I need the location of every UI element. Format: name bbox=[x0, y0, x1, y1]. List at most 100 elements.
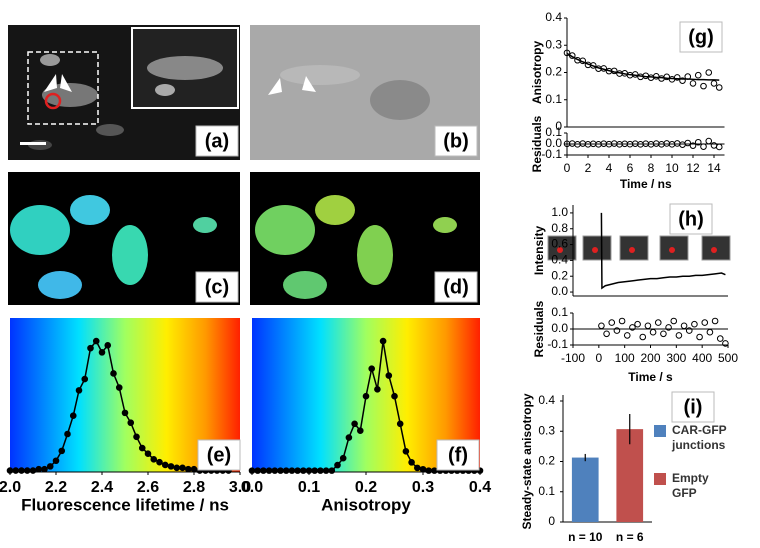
legend-swatch bbox=[654, 425, 666, 437]
data-point bbox=[311, 467, 319, 474]
x-axis-label: Fluorescence lifetime / ns bbox=[21, 495, 229, 514]
data-point bbox=[115, 384, 123, 391]
data-point bbox=[288, 467, 296, 474]
data-point bbox=[608, 319, 616, 326]
y-tick-label: 0.4 bbox=[545, 10, 562, 24]
data-point bbox=[694, 138, 702, 146]
data-point bbox=[603, 330, 610, 338]
data-point bbox=[248, 467, 256, 474]
data-point bbox=[623, 332, 631, 339]
y-tick-label: 0 bbox=[548, 514, 555, 528]
series-line bbox=[566, 52, 720, 81]
y-tick-label: 0.8 bbox=[551, 221, 568, 235]
x-tick-label: 2.6 bbox=[137, 479, 159, 496]
data-point bbox=[87, 344, 94, 352]
y-tick-label: 0.4 bbox=[551, 253, 568, 267]
data-point bbox=[138, 444, 146, 452]
y-tick-label: 0.2 bbox=[551, 268, 568, 282]
data-point bbox=[368, 365, 376, 372]
x-tick-label: 200 bbox=[640, 351, 660, 365]
panel-label-box bbox=[671, 391, 715, 423]
data-point bbox=[670, 317, 678, 325]
y-tick-label: 0.0 bbox=[545, 136, 562, 150]
x-tick-label: -100 bbox=[561, 351, 585, 365]
panel-label: (a) bbox=[205, 130, 229, 152]
image-a bbox=[8, 25, 240, 160]
x-tick-label: 100 bbox=[615, 351, 635, 365]
image-d bbox=[250, 172, 480, 305]
x-tick-label: 8 bbox=[648, 161, 655, 175]
legend-label: Empty GFP bbox=[672, 471, 709, 500]
image-b bbox=[250, 25, 480, 160]
data-point bbox=[680, 322, 688, 330]
x-tick-label: 10 bbox=[665, 161, 679, 175]
y-tick-label: 0.1 bbox=[538, 484, 555, 498]
y-axis-label: Anisotropy bbox=[530, 41, 544, 105]
data-point bbox=[696, 333, 703, 341]
y-tick-label: 0.3 bbox=[545, 37, 562, 51]
data-point bbox=[660, 330, 667, 338]
x-tick-label: 2.4 bbox=[91, 479, 113, 496]
data-point bbox=[691, 320, 698, 328]
data-point bbox=[277, 467, 284, 474]
data-point bbox=[425, 467, 433, 474]
panel-label: (i) bbox=[684, 396, 703, 418]
data-point bbox=[665, 324, 672, 331]
data-point bbox=[722, 340, 729, 347]
data-point bbox=[679, 77, 686, 84]
data-point bbox=[12, 467, 20, 474]
data-point bbox=[121, 409, 129, 417]
data-point bbox=[414, 464, 421, 472]
y-tick-label: 0.2 bbox=[545, 65, 562, 79]
data-point bbox=[357, 427, 364, 434]
data-point bbox=[322, 467, 330, 474]
data-point bbox=[644, 322, 652, 330]
y-tick-label: 0.2 bbox=[538, 454, 555, 468]
data-point bbox=[701, 319, 709, 326]
thumbnails bbox=[547, 235, 731, 261]
y-tick-label: 0.6 bbox=[551, 237, 568, 251]
x-tick-label: 400 bbox=[692, 351, 712, 365]
data-point bbox=[69, 412, 77, 419]
x-tick-label: 6 bbox=[627, 161, 634, 175]
y-axis-label: Residuals bbox=[532, 300, 546, 357]
data-point bbox=[679, 141, 686, 148]
data-point bbox=[156, 458, 163, 466]
legend-swatch bbox=[654, 473, 666, 485]
y-tick-label: 0.4 bbox=[538, 393, 555, 407]
panel-label-box bbox=[669, 203, 713, 235]
data-point bbox=[613, 327, 621, 334]
x-tick-label: 0.1 bbox=[298, 479, 320, 496]
y-axis-label: Intensity bbox=[532, 226, 546, 276]
data-point bbox=[271, 467, 279, 474]
data-point bbox=[629, 324, 636, 331]
bar bbox=[571, 457, 599, 522]
data-point bbox=[52, 457, 60, 465]
data-point bbox=[385, 372, 393, 379]
panel-label-box bbox=[195, 271, 239, 303]
data-point bbox=[618, 317, 626, 325]
y-tick-label: 0.0 bbox=[551, 284, 568, 298]
panel-label: (e) bbox=[207, 444, 231, 466]
data-point bbox=[705, 137, 713, 145]
y-tick-label: 0 bbox=[555, 119, 562, 133]
data-point bbox=[598, 322, 605, 330]
data-point bbox=[563, 49, 571, 57]
data-point bbox=[317, 467, 324, 474]
y-tick-label: 0.1 bbox=[551, 305, 568, 319]
data-point bbox=[127, 419, 135, 427]
x-tick-label: 0 bbox=[595, 351, 602, 365]
y-tick-label: 0.3 bbox=[538, 423, 555, 437]
x-tick-label: 0 bbox=[564, 161, 571, 175]
panel-label-box bbox=[434, 125, 478, 157]
data-point bbox=[328, 467, 336, 474]
panel-label: (b) bbox=[443, 130, 469, 152]
data-point bbox=[110, 370, 117, 377]
x-tick-label: 0.2 bbox=[355, 479, 377, 496]
data-point bbox=[705, 69, 713, 76]
data-point bbox=[663, 73, 671, 81]
panel-label: (d) bbox=[443, 276, 469, 298]
panel-label-box bbox=[436, 439, 480, 471]
x-tick-label: 4 bbox=[606, 161, 613, 175]
